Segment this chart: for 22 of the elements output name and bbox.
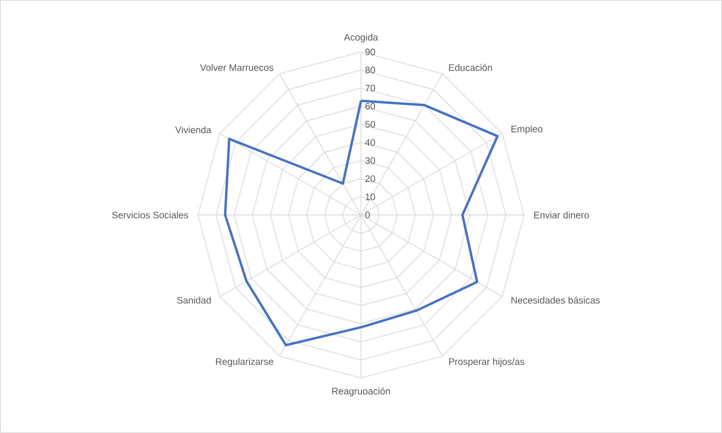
spoke-label: Vivienda <box>175 126 212 134</box>
y-tick-label: 20 <box>365 175 376 182</box>
y-tick-label: 40 <box>365 139 376 146</box>
y-tick-label: 70 <box>365 84 376 92</box>
y-tick-label: 0 <box>365 212 370 218</box>
spoke-label: Enviar dinero <box>534 212 589 218</box>
y-tick-label: 30 <box>365 157 376 164</box>
spoke-label: Sanidad <box>177 296 211 304</box>
y-tick-label: 80 <box>365 66 376 74</box>
y-tick-label: 50 <box>365 121 376 128</box>
spoke-label: Necesidades básicas <box>511 296 600 304</box>
spoke-label: Prosperar hijos/as <box>449 358 524 367</box>
spoke-label: Reagruoación <box>332 387 390 396</box>
y-tick-label: 90 <box>365 48 376 56</box>
spoke-label: Regularizarse <box>216 358 274 367</box>
spoke-label: Empleo <box>511 125 542 134</box>
y-tick-label: 60 <box>365 102 376 110</box>
spoke-label: Volver Marruecos <box>200 64 274 71</box>
spoke-label: Educación <box>449 64 492 72</box>
spoke-label: Servicios Sociales <box>112 212 188 218</box>
spoke-label: Acogida <box>344 34 378 43</box>
y-tick-label: 10 <box>366 194 376 200</box>
